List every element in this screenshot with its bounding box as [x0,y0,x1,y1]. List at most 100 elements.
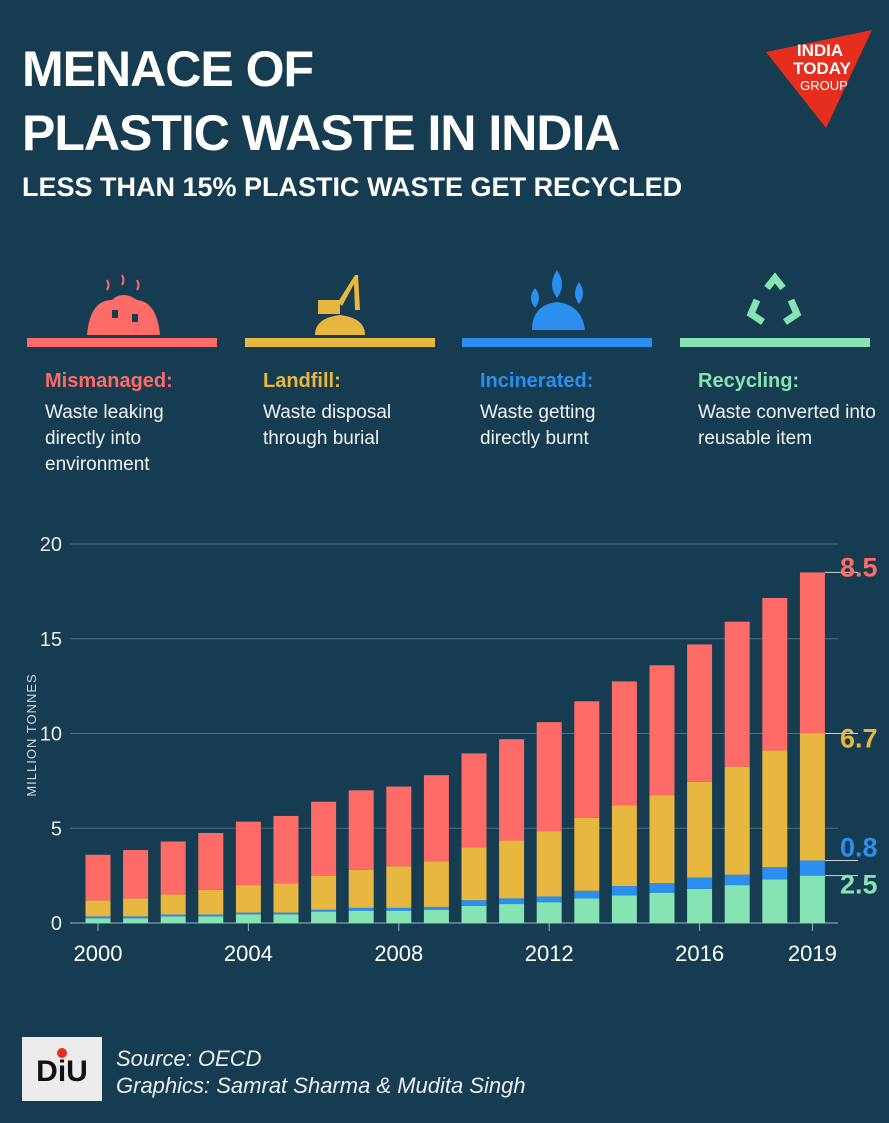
y-tick-label: 5 [51,818,62,840]
bar-segment-recycling [762,879,788,923]
bar-segment-landfill [574,817,600,891]
bar-segment-incinerated [198,914,224,917]
bar-segment-landfill [423,861,449,907]
annotation-label-mismanaged: 8.5 [840,552,878,582]
category-name: Recycling: [698,370,800,392]
x-tick-label: 2004 [224,941,273,966]
y-tick-label: 0 [51,913,62,935]
bar-segment-landfill [499,840,525,899]
recycling-color-bar [680,338,870,347]
mismanaged-color-bar [27,338,217,347]
category-name: Incinerated: [480,370,594,392]
bar-segment-incinerated [423,906,449,910]
bar-segment-landfill [724,766,750,875]
bar-segment-recycling [235,914,261,923]
bar-segment-mismanaged [273,815,299,884]
bar-segment-mismanaged [386,786,412,867]
bar-segment-mismanaged [123,850,149,899]
bar-segment-recycling [311,911,337,923]
bar-segment-mismanaged [649,665,675,796]
graphics-credit: Graphics: Samrat Sharma & Mudita Singh [116,1073,526,1098]
recycle-icon [746,272,802,325]
bar-segment-incinerated [235,912,261,915]
bar-segment-incinerated [687,877,713,889]
bar-segment-recycling [724,885,750,923]
excavator-icon [315,275,365,335]
bar-segment-recycling [423,909,449,923]
bar-segment-mismanaged [423,775,449,862]
bar-segment-mismanaged [85,854,111,901]
bar-segment-incinerated [85,916,111,919]
y-tick-label: 10 [40,724,62,746]
x-tick-label: 2012 [525,941,574,966]
bar-segment-mismanaged [611,681,637,806]
bar-segment-incinerated [461,900,487,906]
bar-segment-landfill [311,875,337,910]
bar-segment-mismanaged [799,572,825,734]
bar-segment-incinerated [574,890,600,899]
bar-segment-recycling [273,914,299,923]
bar-segment-landfill [348,869,374,908]
bar-segment-landfill [123,898,149,917]
india-today-logo: INDIA TODAY GROUP [766,30,872,128]
bar-segment-recycling [348,910,374,923]
bar-segment-recycling [123,918,149,923]
bar-segment-landfill [273,883,299,913]
bar-segment-landfill [198,889,224,915]
annotation-label-landfill: 6.7 [840,724,878,754]
bar-segment-recycling [574,898,600,923]
diu-logo: DiU [22,1037,102,1101]
bar-segment-mismanaged [762,598,788,751]
svg-text:DiU: DiU [36,1055,88,1088]
bar-segment-landfill [235,885,261,913]
bar-segment-incinerated [499,898,525,905]
bar-segment-recycling [160,916,186,923]
bar-segment-recycling [687,888,713,923]
bar-segment-landfill [386,866,412,908]
bar-segment-incinerated [123,916,149,919]
bar-segment-landfill [649,795,675,884]
svg-text:INDIA: INDIA [797,41,843,60]
annotation-label-recycling: 2.5 [840,870,878,900]
bar-segment-landfill [799,733,825,861]
title-line-1: MENACE OF [22,41,314,97]
bar-segment-incinerated [273,912,299,915]
bar-segment-recycling [386,910,412,923]
subtitle: LESS THAN 15% PLASTIC WASTE GET RECYCLED [22,172,683,202]
x-tick-label: 2008 [374,941,423,966]
bar-segment-mismanaged [574,701,600,818]
bar-segment-mismanaged [311,801,337,876]
bar-segment-mismanaged [235,821,261,886]
bar-segment-mismanaged [536,722,562,832]
category-description: Waste converted into reusable item [698,402,876,449]
x-tick-label: 2019 [788,941,837,966]
bar-segment-mismanaged [160,841,186,895]
svg-text:TODAY: TODAY [793,59,851,78]
bar-segment-incinerated [611,886,637,896]
bar-segment-landfill [536,831,562,897]
bar-segment-incinerated [762,867,788,880]
category-description: Waste disposal through burial [263,402,392,449]
bar-segment-mismanaged [461,753,487,848]
x-tick-label: 2000 [74,941,123,966]
stacked-bar-chart: 0 5 10 15 20 2000 2004 2008 2012 2016 2019 8.5 6.7 0… [24,534,878,966]
bar-segment-mismanaged [724,621,750,767]
bar-segment-recycling [85,918,111,923]
bar-segment-landfill [160,894,186,915]
garbage-pile-icon [87,274,160,335]
y-tick-label: 15 [40,629,62,651]
bar-segment-recycling [611,895,637,923]
bar-segment-landfill [762,750,788,868]
bar-segment-recycling [198,916,224,923]
bar-segment-mismanaged [687,644,713,782]
x-tick-label: 2016 [675,941,724,966]
source-credit: Source: OECD [116,1046,262,1071]
bar-segment-incinerated [386,907,412,911]
bar-segment-recycling [461,905,487,923]
y-axis-label: MILLION TONNES [24,673,39,796]
bar-segment-incinerated [799,860,825,876]
bar-segment-recycling [649,892,675,923]
category-name: Mismanaged: [45,370,173,392]
bar-segment-incinerated [311,909,337,912]
landfill-color-bar [245,338,435,347]
